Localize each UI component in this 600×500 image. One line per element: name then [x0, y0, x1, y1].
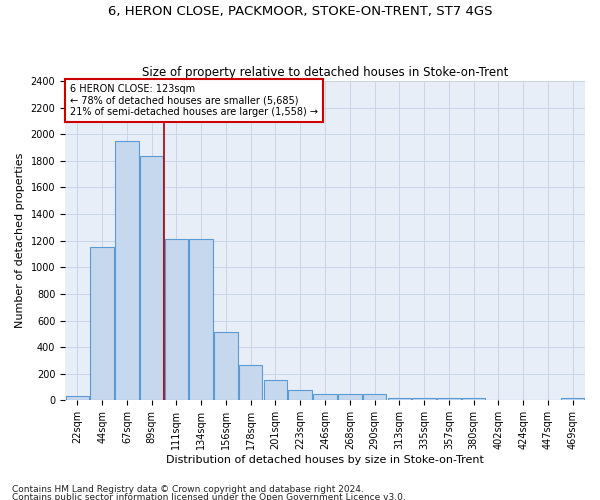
Bar [338, 394, 362, 400]
Bar [115, 141, 139, 401]
Text: 6 HERON CLOSE: 123sqm
← 78% of detached houses are smaller (5,685)
21% of semi-d: 6 HERON CLOSE: 123sqm ← 78% of detached … [70, 84, 318, 117]
Bar [412, 398, 436, 400]
Bar [164, 240, 188, 400]
Bar [437, 398, 461, 400]
Bar [91, 248, 114, 400]
Bar [289, 390, 312, 400]
Bar [214, 332, 238, 400]
Text: Contains HM Land Registry data © Crown copyright and database right 2024.: Contains HM Land Registry data © Crown c… [12, 486, 364, 494]
Bar [561, 398, 584, 400]
Bar [140, 156, 163, 400]
Title: Size of property relative to detached houses in Stoke-on-Trent: Size of property relative to detached ho… [142, 66, 508, 78]
Bar [388, 398, 411, 400]
Text: Contains public sector information licensed under the Open Government Licence v3: Contains public sector information licen… [12, 492, 406, 500]
X-axis label: Distribution of detached houses by size in Stoke-on-Trent: Distribution of detached houses by size … [166, 455, 484, 465]
Bar [190, 240, 213, 400]
Text: 6, HERON CLOSE, PACKMOOR, STOKE-ON-TRENT, ST7 4GS: 6, HERON CLOSE, PACKMOOR, STOKE-ON-TRENT… [108, 5, 492, 18]
Bar [313, 394, 337, 400]
Bar [363, 394, 386, 400]
Bar [239, 365, 262, 400]
Bar [65, 396, 89, 400]
Bar [264, 380, 287, 400]
Y-axis label: Number of detached properties: Number of detached properties [15, 153, 25, 328]
Bar [462, 398, 485, 400]
